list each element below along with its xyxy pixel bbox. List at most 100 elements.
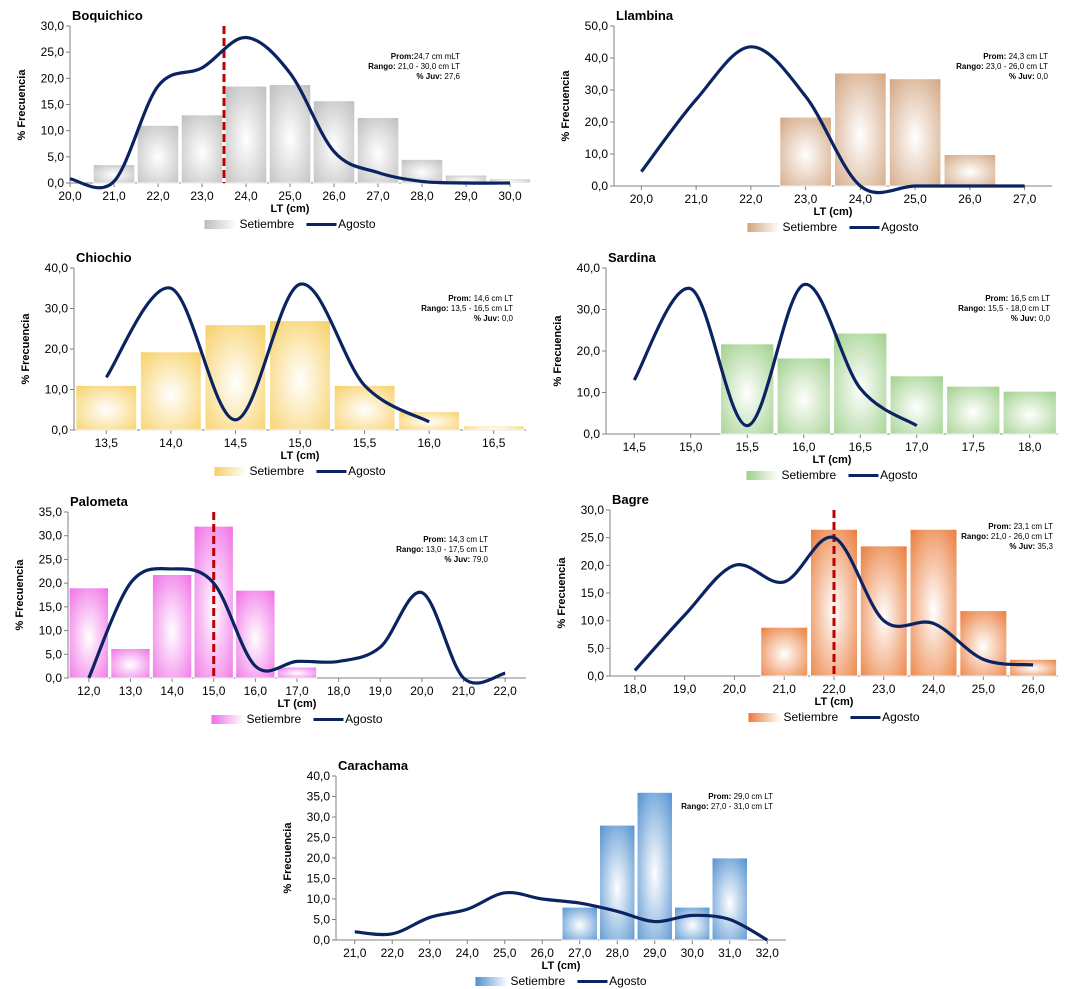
bar — [333, 385, 396, 431]
stat-label: Prom: — [390, 52, 414, 61]
y-tick-label: 40,0 — [585, 51, 609, 65]
y-tick-label: 25,0 — [307, 831, 331, 845]
y-tick-label: 20,0 — [307, 851, 331, 865]
stats-box: Prom:24,7 cm mLT Rango: 21,0 - 30,0 cm LT… — [368, 52, 460, 82]
chart-title: Bagre — [612, 492, 649, 507]
stat-value: 14,6 cm LT — [471, 294, 513, 303]
legend-bar-label: Setiembre — [510, 974, 566, 988]
y-tick-label: 30,0 — [581, 503, 605, 517]
x-tick-label: 22,0 — [822, 682, 846, 696]
legend-line-label: Agosto — [348, 464, 386, 478]
y-tick-label: 40,0 — [307, 769, 331, 783]
bar — [943, 154, 997, 187]
x-tick-label: 25,0 — [903, 192, 927, 206]
x-axis-label: LT (cm) — [541, 960, 581, 972]
stat-label: Rango: — [396, 545, 424, 554]
y-tick-label: 20,0 — [39, 576, 63, 590]
bar — [909, 528, 958, 677]
stat-value: 23,0 - 26,0 cm LT — [983, 62, 1048, 71]
chart-title: Boquichico — [72, 8, 143, 23]
x-tick-label: 20,0 — [410, 684, 434, 698]
chart-legend: Setiembre Agosto — [748, 710, 920, 724]
y-tick-label: 10,0 — [585, 147, 609, 161]
x-tick-label: 15,5 — [736, 440, 760, 454]
chart-panel-boquichico: Boquichico% Frecuencia LT (cm) Prom:24,7 c… — [8, 8, 532, 248]
stats-box: Prom: 16,5 cm LT Rango: 15,5 - 18,0 cm LT… — [958, 294, 1050, 324]
x-tick-label: 32,0 — [756, 946, 780, 960]
bar — [136, 125, 180, 184]
legend-line-swatch — [306, 222, 337, 226]
stat-label: Prom: — [448, 294, 472, 303]
series-line — [633, 535, 1034, 672]
y-tick-label: 5,0 — [313, 913, 330, 927]
series-line — [632, 282, 918, 428]
x-axis-label: LT (cm) — [270, 203, 310, 215]
x-tick-label: 16,5 — [482, 436, 506, 450]
x-tick-label: 24,0 — [456, 946, 480, 960]
stats-box: Prom: 24,3 cm LT Rango: 23,0 - 26,0 cm LT… — [956, 52, 1048, 82]
chart-title: Chiochio — [76, 250, 132, 265]
x-tick-label: 28,0 — [606, 946, 630, 960]
x-axis-label: LT (cm) — [277, 698, 317, 710]
bar — [140, 351, 202, 431]
x-tick-label: 25,0 — [972, 682, 996, 696]
chart-legend: Setiembre Agosto — [747, 220, 919, 234]
x-tick-label: 28,0 — [410, 189, 434, 203]
legend-line-swatch — [577, 979, 608, 983]
chart-title: Palometa — [70, 494, 128, 509]
stat-label: Prom: — [708, 792, 732, 801]
stat-value: 79,0 — [470, 555, 488, 564]
stat-label: Rango: — [681, 802, 709, 811]
stat-label: % Juv: — [1010, 314, 1037, 323]
y-tick-label: 30,0 — [577, 303, 601, 317]
x-axis-label: LT (cm) — [813, 206, 853, 218]
bar — [462, 425, 525, 431]
y-tick-label: 10,0 — [39, 624, 63, 638]
stat-label: Prom: — [988, 522, 1012, 531]
bar — [946, 385, 1001, 435]
x-tick-label: 12,0 — [77, 684, 101, 698]
y-tick-label: 40,0 — [577, 261, 601, 275]
legend-bar-label: Setiembre — [249, 464, 305, 478]
x-tick-label: 22,0 — [739, 192, 763, 206]
plot-svg: 0,0 5,0 10,0 15,0 20,0 25,0 30,0 35,0 40,0 21,0 22… — [307, 769, 786, 960]
stats-box: Prom: 23,1 cm LT Rango: 21,0 - 26,0 cm LT… — [961, 522, 1053, 552]
x-tick-label: 23,0 — [794, 192, 818, 206]
legend-bar-swatch — [211, 714, 244, 724]
y-tick-label: 25,0 — [41, 45, 65, 59]
x-tick-label: 21,0 — [452, 684, 476, 698]
bar — [776, 357, 831, 435]
y-tick-label: 0,0 — [587, 669, 604, 683]
stat-label: % Juv: — [1009, 542, 1036, 551]
legend-line-label: Agosto — [880, 468, 918, 482]
chart-legend: Setiembre Agosto — [204, 217, 376, 231]
x-tick-label: 21,0 — [684, 192, 708, 206]
x-tick-label: 21,0 — [343, 946, 367, 960]
x-tick-label: 19,0 — [369, 684, 393, 698]
legend-line-label: Agosto — [609, 974, 647, 988]
stat-value: 21,0 - 30,0 cm LT — [395, 62, 460, 71]
y-tick-label: 5,0 — [45, 647, 62, 661]
legend-bar-swatch — [748, 712, 781, 722]
y-tick-label: 0,0 — [51, 423, 68, 437]
stat-value: 35,3 — [1035, 542, 1053, 551]
bar — [888, 78, 942, 187]
series-line — [354, 890, 769, 942]
legend-bar-swatch — [204, 219, 237, 229]
x-tick-label: 14,0 — [159, 436, 183, 450]
x-tick-label: 27,0 — [568, 946, 592, 960]
bar — [760, 626, 809, 677]
x-tick-label: 15,0 — [288, 436, 312, 450]
stat-value: 29,0 cm LT — [731, 792, 773, 801]
stat-value: 24,3 cm LT — [1006, 52, 1048, 61]
x-tick-label: 24,0 — [849, 192, 873, 206]
x-tick-label: 15,5 — [353, 436, 377, 450]
chart-title: Llambina — [616, 8, 674, 23]
bar — [1009, 658, 1057, 677]
bar — [224, 85, 268, 184]
x-axis-label: LT (cm) — [280, 450, 320, 462]
legend-bar-label: Setiembre — [246, 712, 302, 726]
stat-value: 24,7 cm mLT — [413, 52, 460, 61]
y-tick-label: 0,0 — [45, 671, 62, 685]
x-tick-label: 26,0 — [531, 946, 555, 960]
